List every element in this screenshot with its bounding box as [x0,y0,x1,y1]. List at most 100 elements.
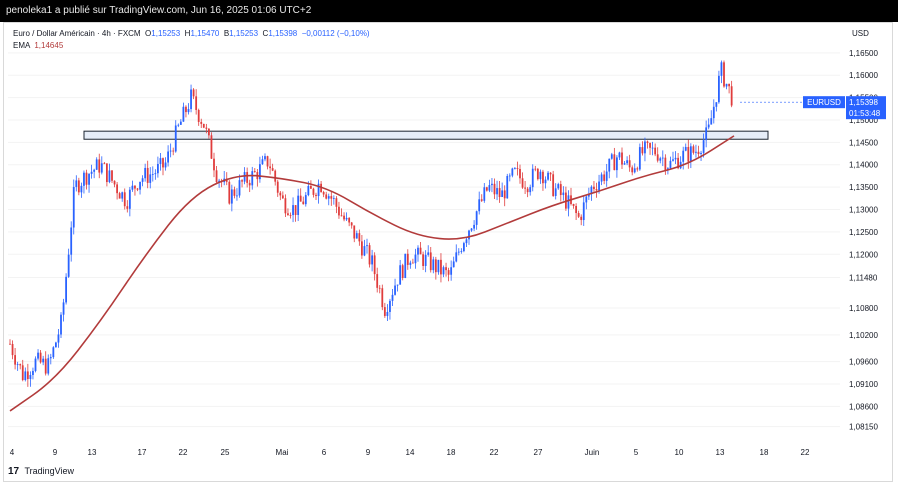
candle-body [672,159,674,161]
candle-body [210,135,213,159]
y-tick-label: 1,15000 [849,116,878,125]
chart-panel[interactable] [3,22,893,482]
y-tick-label: 1,14000 [849,161,878,170]
candle-body [730,86,733,106]
candle-body [600,174,603,182]
candle-body [644,141,646,154]
candle-body [60,314,62,335]
x-tick-label: 22 [490,448,499,457]
candle-body [134,185,136,189]
candle-body [496,188,498,195]
candle-body [49,357,52,359]
candle-body [266,156,269,167]
candle-body [284,198,287,214]
candle-body [399,265,402,285]
candle-body [463,243,465,252]
resistance-zone [83,130,769,140]
candle-body [151,174,154,175]
candle-body [623,163,626,165]
candle-body [236,195,238,197]
candle-body [195,96,198,110]
candle-body [539,171,542,180]
candle-body [567,195,570,209]
candle-body [294,205,297,215]
candle-body [259,164,261,180]
x-tick-label: 4 [10,448,15,457]
candle-body [121,192,124,199]
candle-body [480,199,483,201]
candle-body [577,213,580,217]
candle-body [580,216,583,221]
candle-body [162,158,164,168]
candle-body [417,247,419,255]
candle-body [445,267,447,271]
candle-body [705,127,708,141]
candle-body [185,106,187,113]
candle-body [345,217,348,220]
ohlc-close-label: C [262,29,269,38]
candle-body [536,168,539,180]
candle-body [710,118,713,125]
candle-body [524,187,526,189]
candle-body [287,213,289,216]
candle-body [218,180,220,183]
candle-body [343,215,345,220]
candle-body [200,121,203,124]
candle-body [457,251,460,253]
candle-body [248,182,251,186]
candle-body [526,188,529,193]
candle-body [116,184,118,194]
candle-body [552,174,555,196]
candle-body [304,195,307,205]
candle-body [638,147,641,170]
x-tick-label: 14 [406,448,415,457]
candle-body [559,184,562,196]
candle-body [409,262,412,265]
candle-body [636,168,639,170]
candle-body [610,154,613,159]
candle-body [93,169,96,172]
candle-body [139,181,141,190]
ohlc-high: 1,15470 [190,29,220,38]
ohlc-close: 1,15398 [268,29,298,38]
candle-body [208,128,210,136]
candle-body [325,194,328,199]
candle-body [108,170,111,183]
candle-body [371,255,373,265]
candle-body [192,89,195,97]
candle-body [149,174,152,183]
tradingview-logo-icon: 17 [8,466,20,477]
ohlc-low-label: B [223,29,230,38]
candle-body [677,157,679,169]
candle-body [605,171,608,181]
candle-body [557,184,560,189]
y-tick-label: 1,10800 [849,304,878,313]
candle-body [126,206,129,209]
symbol-line: Euro / Dollar Américain · 4h · FXCM [13,29,141,38]
candle-body [348,217,351,223]
y-tick-label: 1,12000 [849,250,878,259]
candle-body [419,247,422,255]
candle-body [534,168,537,170]
candle-body [302,201,305,205]
candle-body [253,171,256,173]
candle-body [649,142,651,148]
candle-body [521,178,524,188]
candle-body [501,190,504,197]
candle-body [406,253,409,265]
candle-body [174,125,177,152]
candle-body [83,172,85,186]
candle-body [582,202,585,221]
candle-body [654,147,657,155]
candle-body [131,185,134,190]
candle-body [470,228,473,231]
candle-body [587,194,590,197]
candle-body [264,156,266,160]
candle-body [310,186,312,189]
chart-legend: Euro / Dollar Américain · 4h · FXCM O1,1… [13,28,370,52]
candle-body [695,151,697,153]
x-tick-label: 22 [801,448,810,457]
candle-body [67,254,70,277]
candle-body [144,167,147,179]
